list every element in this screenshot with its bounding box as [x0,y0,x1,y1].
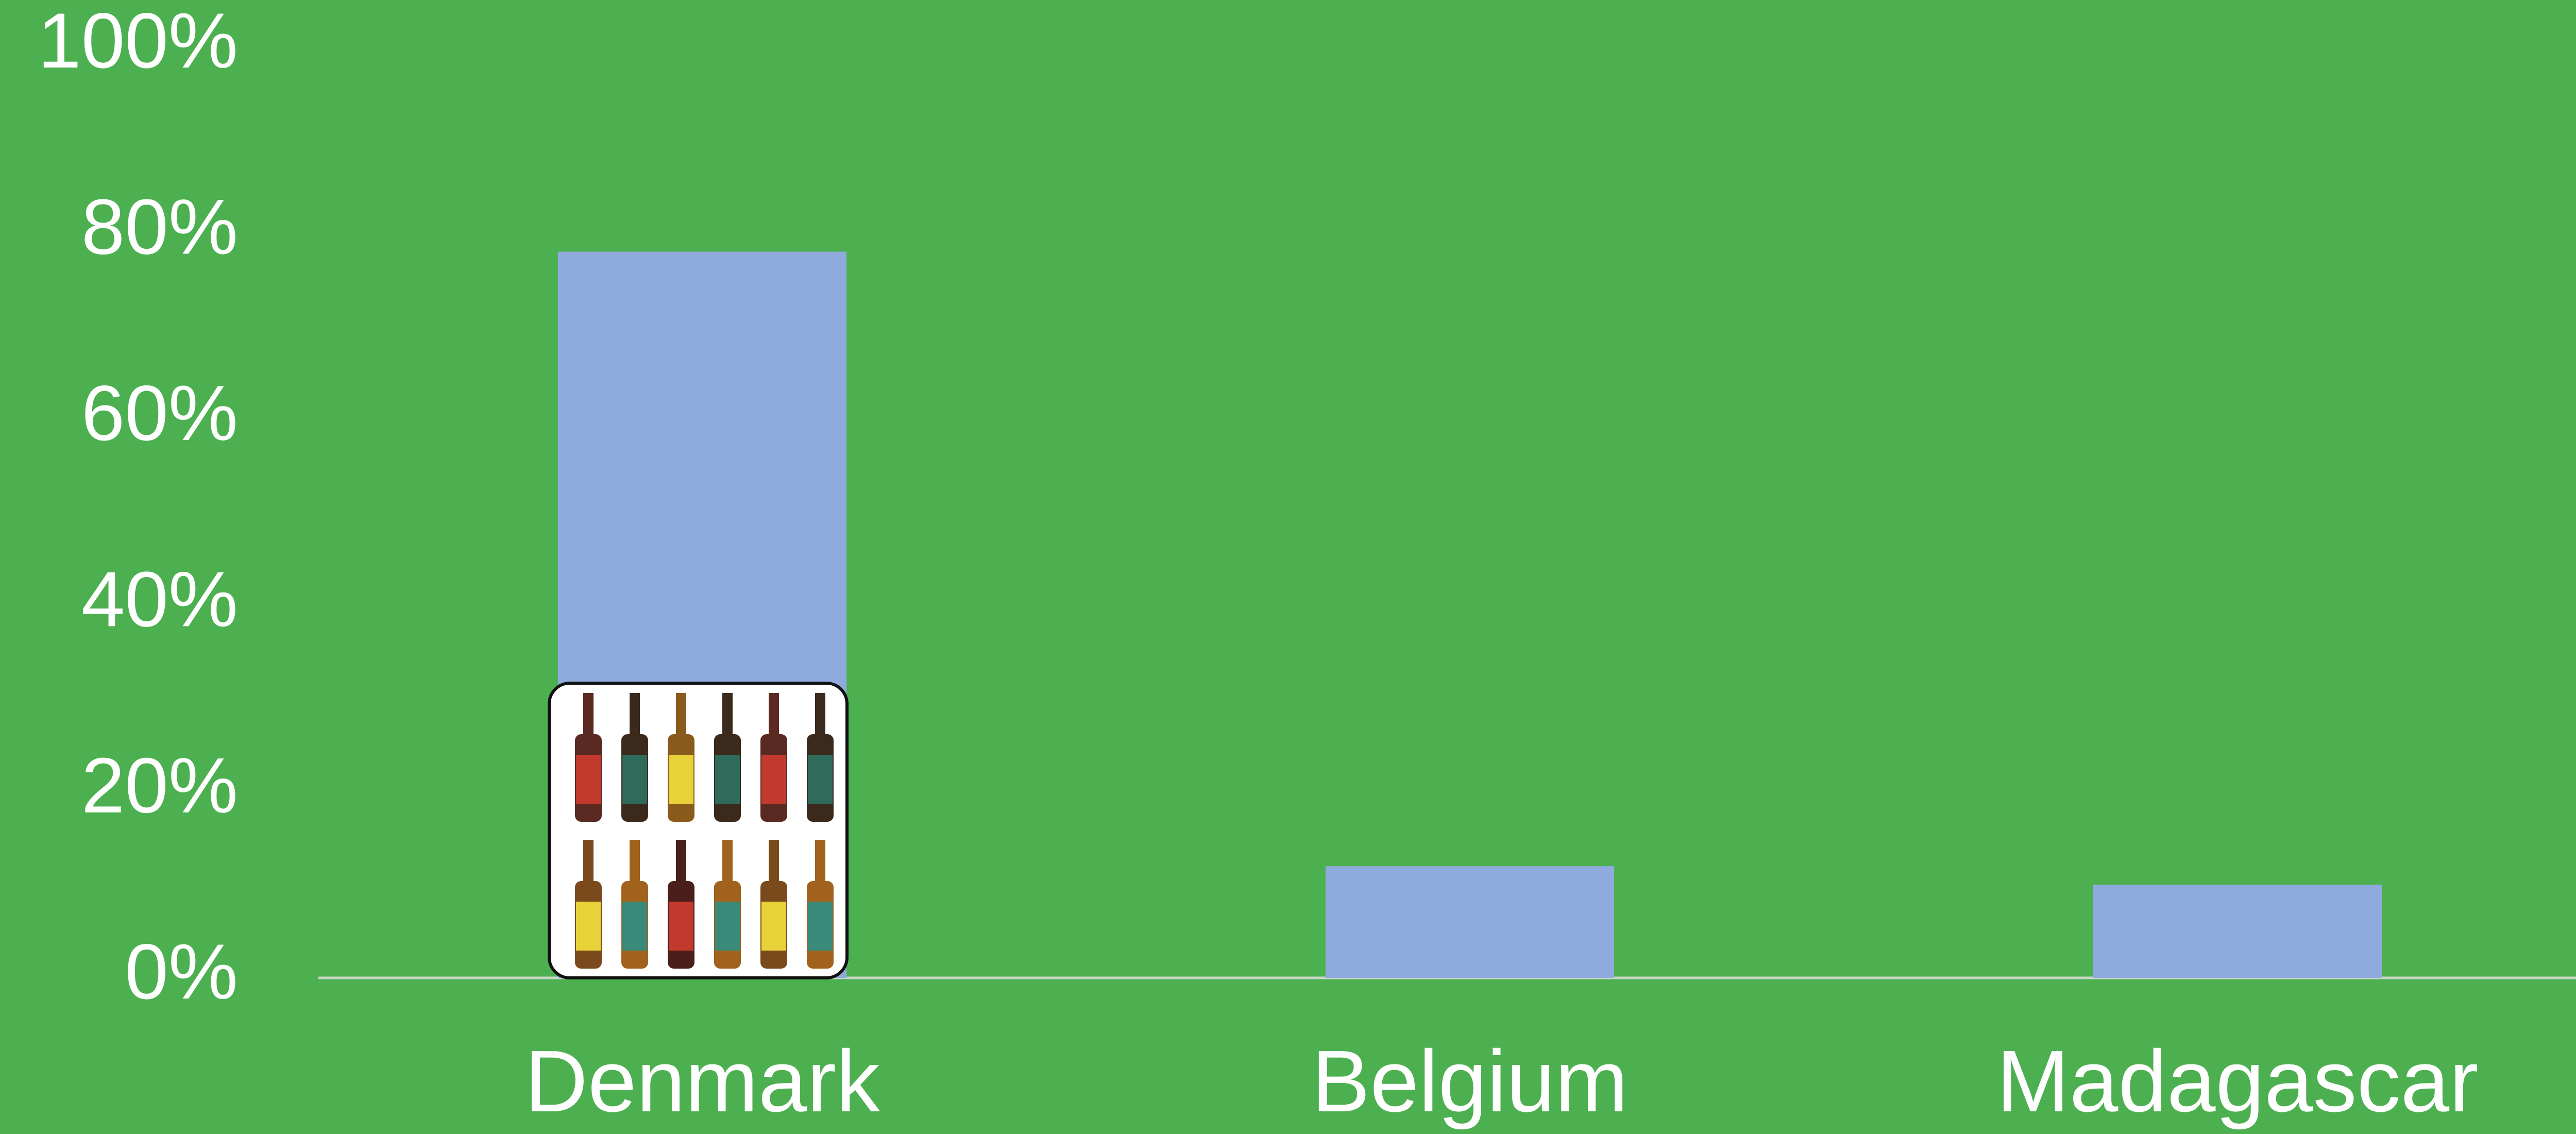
bottle-neck [769,840,779,881]
x-tick-label: Belgium [1312,1033,1628,1130]
y-tick-label: 80% [81,183,238,271]
bottle-neck [722,840,733,881]
bottle-neck [630,840,640,881]
y-tick-label: 60% [81,369,238,457]
bottle-label [576,755,601,804]
y-tick-label: 40% [81,555,238,643]
y-tick-label: 20% [81,742,238,830]
bottle-label [669,902,693,951]
bottle-neck [583,693,594,734]
bottle-label [669,755,693,804]
bar [1325,866,1615,978]
bottle-label [622,755,647,804]
x-tick-label: Denmark [524,1033,880,1130]
bottle-neck [676,840,686,881]
bottle-neck [630,693,640,734]
bottle-label [808,902,833,951]
bottle-label [715,902,740,951]
bar [2093,885,2382,978]
bottle-label [761,755,786,804]
y-tick-label: 100% [38,0,238,84]
bottle-neck [583,840,594,881]
bottle-neck [676,693,686,734]
bottle-label [808,755,833,804]
bottle-label [576,902,601,951]
bottle-neck [769,693,779,734]
bottle-neck [815,840,825,881]
bottle-label [715,755,740,804]
bottle-label [622,902,647,951]
y-tick-label: 0% [125,928,238,1015]
bottle-label [761,902,786,951]
bottle-neck [815,693,825,734]
bottle-neck [722,693,733,734]
x-tick-label: Madagascar [1996,1033,2479,1130]
beer-picture [548,682,849,979]
